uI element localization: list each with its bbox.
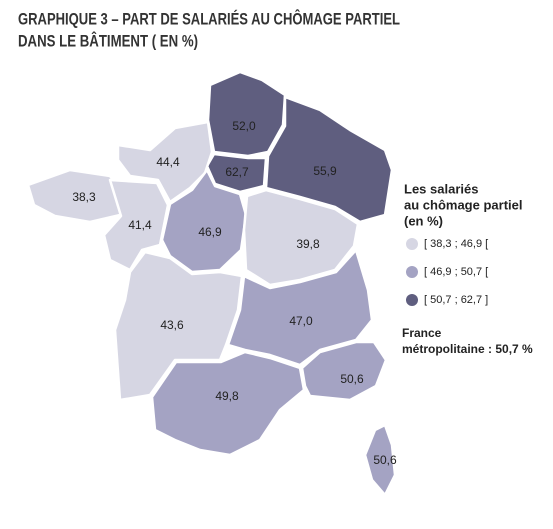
value-label: 47,0 [289, 314, 313, 328]
title-line: GRAPHIQUE 3 – PART DE SALARIÉS AU CHÔMAG… [18, 9, 400, 28]
region [264, 95, 394, 224]
value-label: 39,8 [296, 237, 320, 251]
title-line: DANS LE BÂTIMENT ( EN %) [18, 31, 198, 50]
region [116, 120, 214, 204]
region [242, 188, 360, 287]
legend-label: [ 46,9 ; 50,7 [ [424, 266, 488, 278]
value-label: 46,9 [198, 225, 222, 239]
value-label: 41,4 [128, 218, 152, 232]
value-label: 43,6 [160, 318, 184, 332]
value-label: 50,6 [340, 372, 364, 386]
note: métropolitaine : 50,7 % [402, 342, 533, 356]
region [206, 70, 287, 158]
value-label: 55,9 [313, 164, 337, 178]
legend-swatch [406, 266, 418, 278]
region [150, 350, 306, 457]
value-label: 44,4 [156, 155, 180, 169]
legend-swatch [406, 238, 418, 250]
value-label: 62,7 [225, 165, 249, 179]
value-label: 52,0 [232, 119, 256, 133]
legend-label: [ 50,7 ; 62,7 ] [424, 294, 488, 306]
region [205, 152, 268, 194]
region [300, 340, 388, 402]
legend-label: [ 38,3 ; 46,9 [ [424, 238, 488, 250]
legend-swatch [406, 294, 418, 306]
value-label: 50,6 [373, 453, 397, 467]
legend-title: (en %) [404, 213, 443, 228]
value-label: 49,8 [215, 389, 239, 403]
legend-title: au chômage partiel [404, 197, 522, 212]
region [113, 250, 244, 402]
region [226, 248, 374, 367]
region [363, 423, 397, 497]
value-label: 38,3 [72, 190, 96, 204]
region [102, 178, 170, 272]
note: France [402, 326, 442, 340]
legend-title: Les salariés [404, 181, 478, 196]
